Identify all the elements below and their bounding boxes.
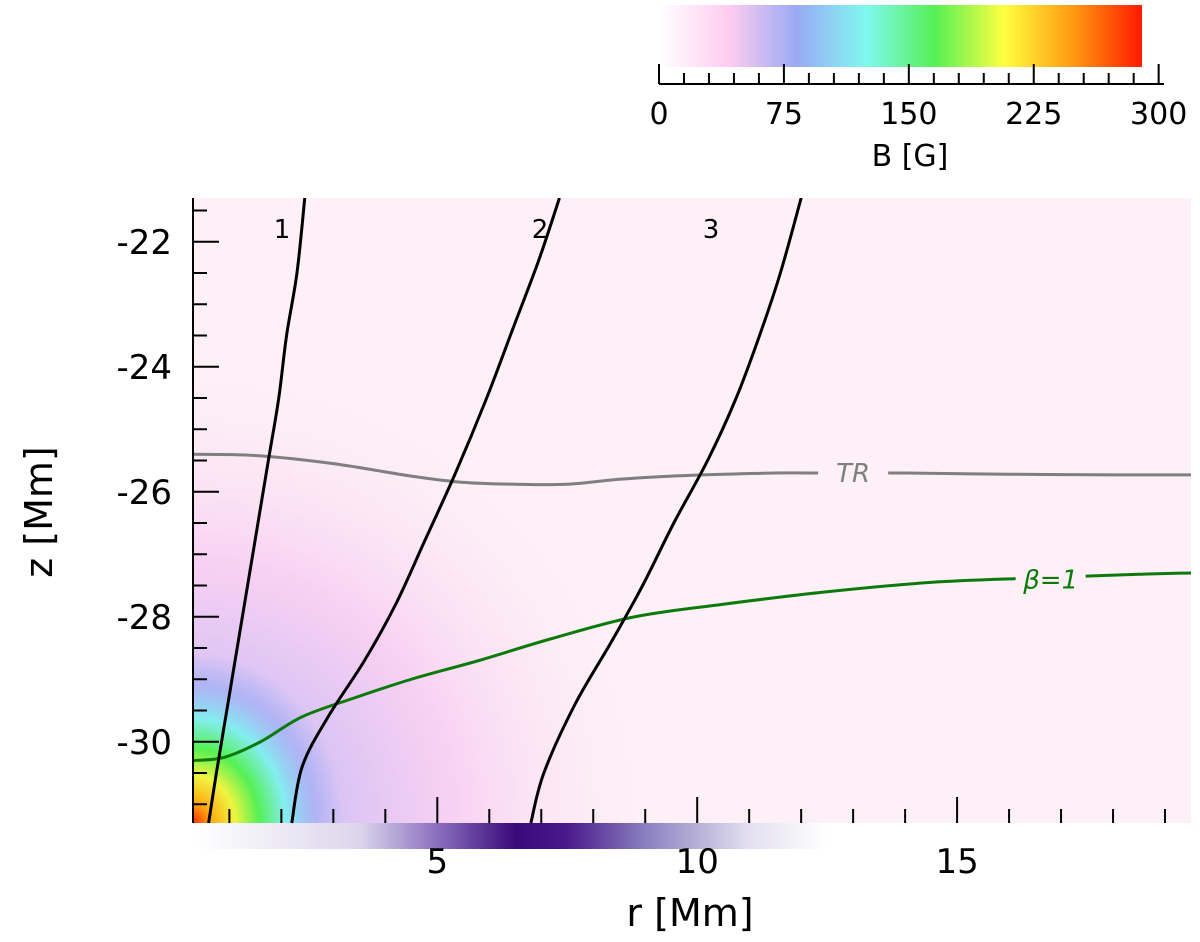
colorbar-tick-label: 225 [1005, 97, 1062, 132]
colorbar-ticks: 0 75 150 225 300 [649, 64, 1187, 132]
plot-area: TR β=1 1 2 3 5 10 15 -22 -24 -26 -28 -30 r [Mm] z … [17, 198, 1191, 935]
field-line-label-3: 3 [703, 215, 720, 245]
contour-line-1 [193, 571, 1191, 762]
colorbar-tick-label: 75 [765, 97, 803, 132]
colorbar-tick-label: 300 [1130, 97, 1187, 132]
field-line-1 [207, 198, 307, 824]
y-tick-label: -22 [116, 223, 172, 263]
contour-label-bg-0 [818, 459, 889, 487]
field-line-label-2: 2 [532, 215, 549, 245]
field-line-label-1: 1 [274, 215, 291, 245]
x-axis-ticks: 5 10 15 [228, 797, 1167, 882]
colorbar-label: B [G] [872, 139, 949, 174]
field-line-2 [290, 198, 561, 824]
x-tick-label: 10 [676, 842, 719, 882]
field-heatmap: TR β=1 1 2 3 [193, 198, 1191, 849]
r-profile-bar [193, 823, 1191, 849]
y-tick-label: -24 [116, 348, 172, 388]
contour-label-bg-1 [1015, 565, 1086, 594]
field-lines: TR β=1 1 2 3 [207, 198, 1078, 824]
contour-label-1: β=1 [1022, 565, 1078, 595]
y-tick-label: -28 [116, 598, 172, 638]
y-tick-label: -30 [116, 723, 172, 763]
y-axis-ticks: -22 -24 -26 -28 -30 [116, 209, 219, 806]
x-tick-label: 5 [426, 842, 448, 882]
contour-label-0: TR [836, 459, 870, 489]
y-axis-label: z [Mm] [17, 446, 61, 577]
y-tick-label: -26 [116, 473, 172, 513]
colorbar: 0 75 150 225 300 B [G] [649, 5, 1187, 174]
x-axis-label: r [Mm] [626, 891, 753, 935]
colorbar-tick-label: 0 [649, 97, 668, 132]
contours [193, 452, 1191, 762]
colorbar-gradient [659, 5, 1142, 67]
contour-line-0 [193, 452, 1191, 487]
x-tick-label: 15 [935, 842, 978, 882]
colorbar-tick-label: 150 [880, 97, 937, 132]
field-line-3 [529, 198, 803, 824]
